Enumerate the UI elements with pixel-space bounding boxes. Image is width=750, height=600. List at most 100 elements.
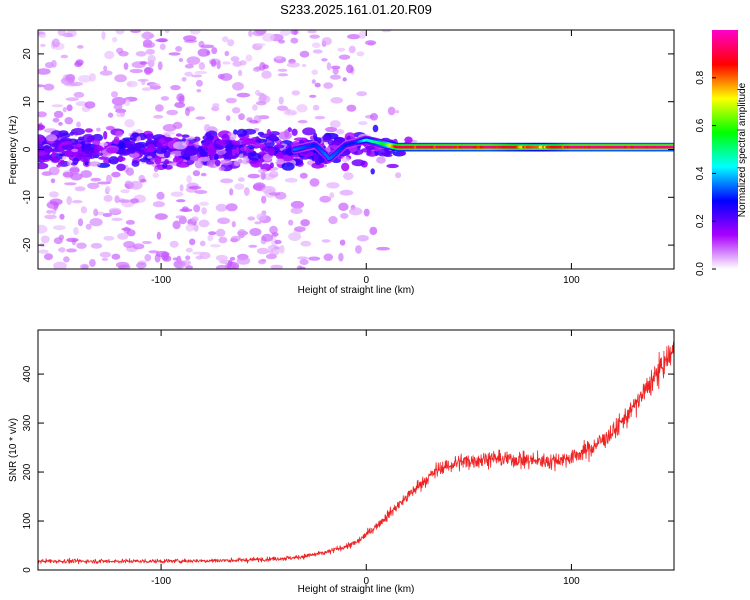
- spectral-blob: [274, 246, 281, 250]
- spectral-blob: [338, 252, 344, 262]
- spectral-blob: [88, 161, 101, 167]
- spectral-blob: [271, 238, 278, 247]
- spectral-blob: [89, 259, 96, 267]
- spectral-blob: [202, 134, 215, 141]
- spectral-blob: [131, 160, 140, 167]
- spectral-blob: [309, 34, 320, 39]
- spectral-blob: [58, 122, 63, 126]
- spectral-blob: [232, 107, 241, 114]
- spectral-blob: [178, 95, 185, 104]
- snr-series-line: [38, 341, 674, 565]
- spectral-blob: [321, 239, 331, 243]
- spectral-blob: [247, 216, 256, 221]
- spectral-blob: [168, 52, 181, 56]
- spectral-blob: [194, 160, 204, 169]
- spectral-blob: [339, 239, 346, 246]
- spectral-blob: [203, 124, 211, 132]
- spectral-blob: [195, 116, 206, 120]
- spectral-blob: [51, 151, 56, 159]
- spectral-blob: [156, 142, 163, 151]
- spectral-blob: [319, 195, 332, 203]
- spectral-blob: [291, 128, 298, 136]
- spectral-blob: [93, 208, 99, 217]
- spectral-blob: [46, 210, 53, 214]
- spectral-blob: [311, 69, 318, 75]
- spectral-blob: [243, 187, 250, 196]
- colorbar-gradient: [712, 30, 738, 269]
- spectral-blob: [105, 125, 115, 131]
- spectral-blob: [329, 74, 342, 80]
- spectral-blob: [85, 223, 92, 230]
- spectral-blob: [358, 30, 366, 39]
- spectral-blob: [267, 244, 279, 251]
- spectral-blob: [135, 51, 147, 57]
- spectral-blob: [288, 232, 302, 242]
- spectral-blob: [290, 37, 299, 44]
- spectral-blob: [268, 134, 278, 142]
- x-tick-label: -100: [151, 275, 171, 286]
- spectral-blob: [293, 30, 298, 35]
- spectral-blob: [351, 159, 366, 167]
- spectral-blob: [277, 68, 288, 72]
- spectral-blob: [247, 173, 260, 179]
- spectral-blob: [256, 101, 267, 106]
- x-tick-label: 0: [363, 275, 369, 286]
- spectral-blob: [185, 255, 191, 261]
- spectral-blob: [49, 198, 63, 206]
- spectral-blob: [269, 225, 278, 235]
- spectral-blob: [300, 219, 310, 227]
- spectral-blob: [59, 213, 65, 220]
- spectral-blob: [43, 83, 55, 91]
- spectral-blob: [314, 82, 321, 88]
- spectral-blob: [123, 241, 135, 248]
- spectral-blob: [317, 155, 325, 163]
- snr-frame: [37, 329, 675, 571]
- spectral-blob: [194, 190, 208, 194]
- spectral-blob: [195, 79, 203, 87]
- spectral-blob: [83, 147, 95, 155]
- spectral-blob: [290, 200, 304, 209]
- spectral-blob: [198, 201, 209, 206]
- spectral-blob: [277, 105, 288, 111]
- spectral-blob: [269, 170, 279, 178]
- spectral-blob: [230, 235, 241, 242]
- spectral-blob: [106, 174, 112, 184]
- spectral-blob: [155, 104, 164, 112]
- spectral-blob: [208, 231, 217, 236]
- spectral-blob: [192, 170, 201, 177]
- spectral-blob: [154, 213, 168, 220]
- spectral-blob: [237, 228, 247, 238]
- spectral-blob: [243, 156, 250, 161]
- spectral-blob: [348, 207, 363, 216]
- spectral-blob: [365, 40, 377, 46]
- spectral-blob: [296, 104, 308, 113]
- spectral-blob: [103, 65, 108, 72]
- spectral-blob: [395, 172, 402, 179]
- spectral-blob: [67, 160, 72, 167]
- spectral-blob: [309, 178, 320, 187]
- spectral-blob: [116, 156, 126, 162]
- spectral-blob: [266, 128, 271, 136]
- spectral-blob: [102, 213, 112, 217]
- spectral-blob: [89, 218, 103, 227]
- spectral-blob: [311, 162, 325, 169]
- spectral-blob: [132, 243, 145, 250]
- spectral-blob: [80, 141, 86, 149]
- spectral-blob: [111, 217, 123, 221]
- spectral-blob: [123, 62, 129, 70]
- spectral-blob: [210, 59, 217, 67]
- spectral-blob: [213, 153, 219, 161]
- spectral-blob: [196, 89, 202, 93]
- spectral-blob: [164, 30, 170, 34]
- spectral-blob: [323, 82, 334, 89]
- spectral-blob: [124, 119, 135, 128]
- spectral-blob: [71, 200, 83, 204]
- spectral-blob: [201, 207, 207, 215]
- spectral-blob: [129, 68, 144, 74]
- spectral-blob: [185, 223, 195, 232]
- spectral-blob: [144, 254, 152, 262]
- spectral-blob: [38, 249, 49, 254]
- spectral-blob: [144, 67, 154, 74]
- spectral-blob: [78, 75, 92, 83]
- spectral-blob: [404, 136, 413, 144]
